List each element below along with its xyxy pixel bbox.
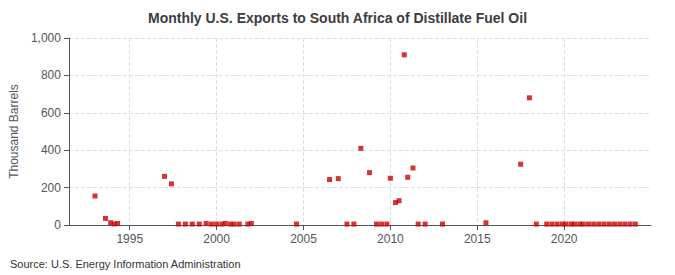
svg-text:Source: U.S. Energy Informatio: Source: U.S. Energy Information Administ… xyxy=(10,258,241,270)
svg-text:0: 0 xyxy=(54,218,61,232)
svg-text:400: 400 xyxy=(41,143,61,157)
svg-text:2005: 2005 xyxy=(290,232,317,246)
svg-text:Monthly U.S. Exports to South: Monthly U.S. Exports to South Africa of … xyxy=(148,10,527,26)
svg-text:2000: 2000 xyxy=(203,232,230,246)
svg-text:1995: 1995 xyxy=(116,232,143,246)
svg-text:2015: 2015 xyxy=(464,232,491,246)
svg-text:2010: 2010 xyxy=(377,232,404,246)
svg-text:2020: 2020 xyxy=(551,232,578,246)
svg-text:800: 800 xyxy=(41,68,61,82)
svg-text:200: 200 xyxy=(41,181,61,195)
svg-text:1,000: 1,000 xyxy=(31,31,61,45)
svg-text:Thousand Barrels: Thousand Barrels xyxy=(7,84,21,179)
svg-text:600: 600 xyxy=(41,106,61,120)
